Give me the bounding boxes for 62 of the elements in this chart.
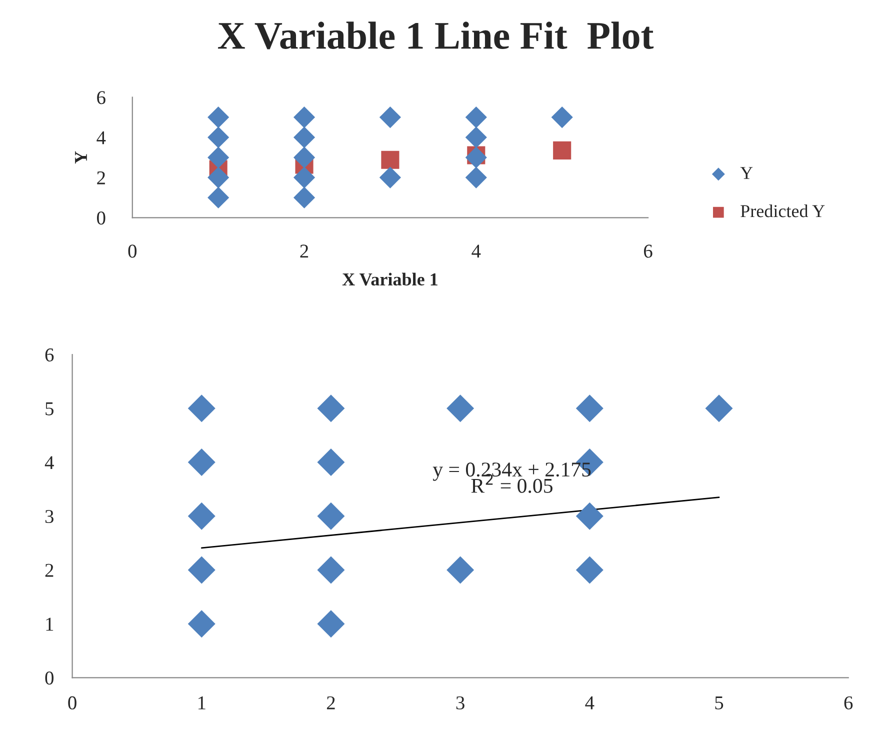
x-tick-label: 0 <box>128 244 137 258</box>
y-tick-label: 3 <box>45 510 54 524</box>
y-tick-label: 4 <box>44 456 54 470</box>
y-tick-label: 2 <box>97 171 105 184</box>
point <box>293 146 316 168</box>
x-tick-label: 2 <box>326 696 335 710</box>
point <box>188 556 216 584</box>
y-tick-label: 0 <box>45 672 54 685</box>
point <box>317 394 345 422</box>
x-tick-label: 4 <box>585 696 594 710</box>
legend-label: Predicted Y <box>740 204 825 218</box>
point <box>465 146 487 168</box>
x-tick-label: 0 <box>68 696 76 710</box>
point <box>208 186 230 208</box>
point <box>551 106 573 128</box>
y-axis-title: Y <box>75 151 87 164</box>
point <box>208 106 230 128</box>
point <box>293 106 316 128</box>
point <box>446 394 474 422</box>
x-tick-label: 4 <box>472 244 481 258</box>
y-tick-label: 6 <box>45 348 54 362</box>
x-tick-label: 3 <box>456 696 464 710</box>
point <box>465 126 487 148</box>
y-tick-label: 0 <box>97 211 106 225</box>
point <box>465 106 487 128</box>
x-tick-label: 6 <box>644 244 652 258</box>
point <box>553 141 572 160</box>
point <box>576 556 604 584</box>
point <box>576 502 604 530</box>
point <box>293 166 316 188</box>
y-tick-label: 1 <box>46 618 54 631</box>
point <box>379 166 402 188</box>
legend-label: Y <box>740 167 753 179</box>
point <box>317 448 345 476</box>
y-tick-label: 5 <box>46 402 54 416</box>
point <box>446 556 474 584</box>
point <box>317 502 345 530</box>
chart-title: X Variable 1 Line Fit Plot <box>218 22 654 50</box>
y-tick-label: 4 <box>96 131 106 144</box>
y-tick-label: 2 <box>45 564 54 577</box>
point <box>293 186 316 208</box>
point <box>381 150 400 169</box>
point <box>188 448 216 476</box>
x-tick-label: 1 <box>198 696 206 710</box>
x-tick-label: 2 <box>300 244 308 258</box>
point <box>576 394 604 422</box>
point <box>317 556 345 584</box>
point <box>379 106 402 128</box>
point <box>465 166 487 188</box>
x-tick-label: 6 <box>844 696 853 710</box>
point <box>293 126 316 148</box>
point <box>208 126 230 148</box>
point <box>188 610 216 638</box>
point <box>208 146 230 168</box>
point <box>208 166 230 188</box>
point <box>188 394 216 422</box>
x-axis-title: X Variable 1 <box>342 272 438 286</box>
point <box>317 610 345 638</box>
x-tick-label: 5 <box>715 696 724 710</box>
point <box>705 394 733 422</box>
y-tick-label: 6 <box>97 91 106 104</box>
point <box>188 502 216 530</box>
